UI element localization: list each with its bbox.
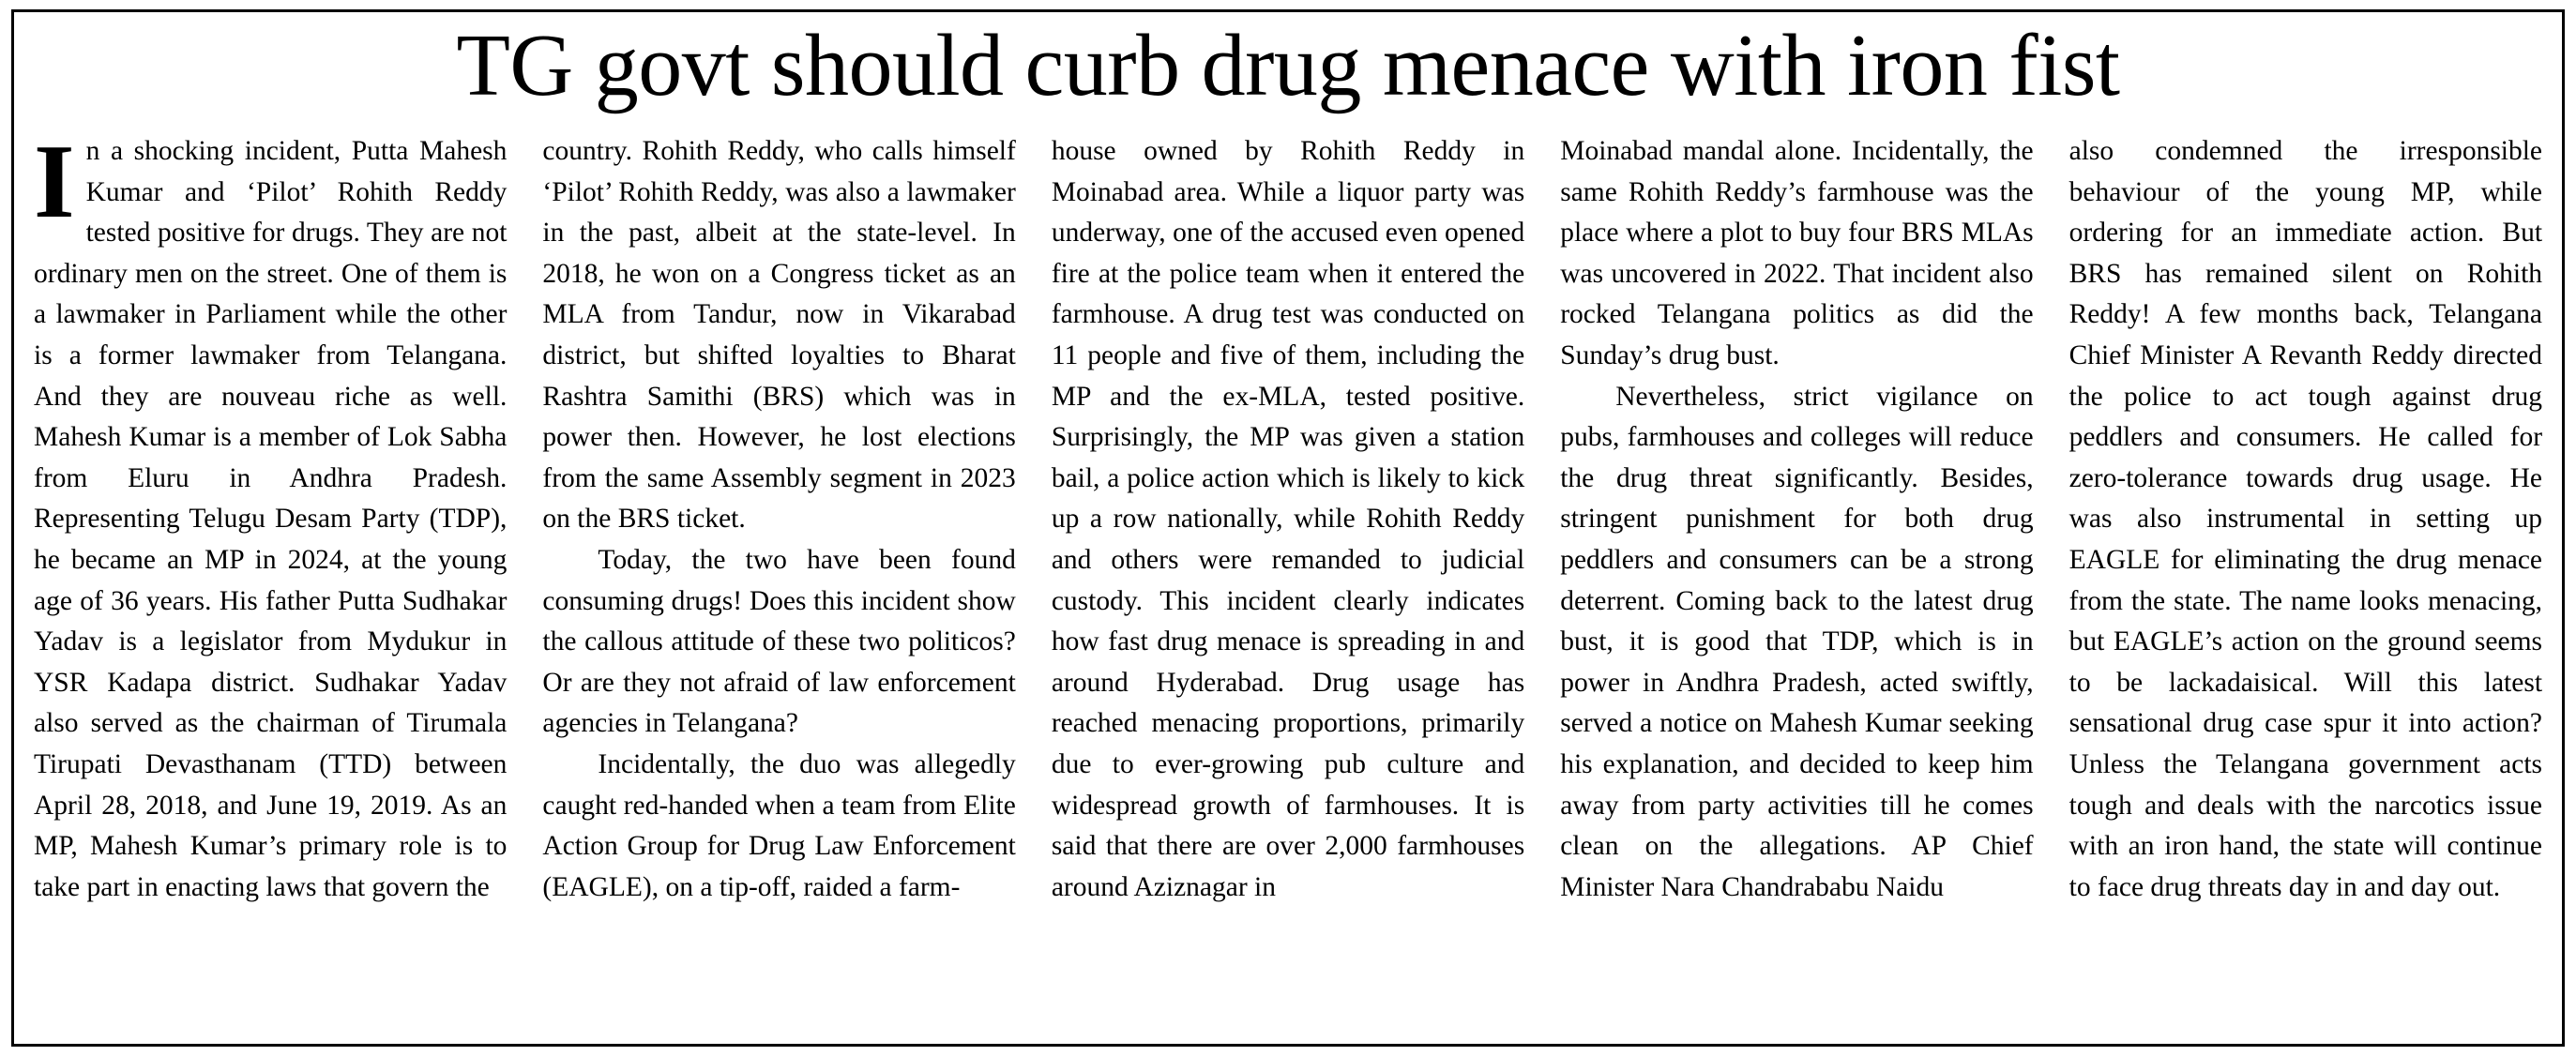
article-column-5: also condemned the irresponsible behavio…	[2069, 131, 2542, 1035]
article-border-frame	[11, 9, 2565, 1047]
drop-cap-letter: I	[34, 124, 75, 240]
paragraph-text: n a shocking incident, Putta Mahesh Kuma…	[34, 136, 508, 902]
article-column-3: house owned by Rohith Reddy in Moinabad …	[1052, 131, 1524, 1035]
paragraph: country. Rohith Reddy, who calls himself…	[542, 136, 1016, 535]
paragraph: Incidentally, the duo was allegedly caug…	[542, 748, 1016, 902]
article-column-2: country. Rohith Reddy, who calls himself…	[542, 131, 1015, 1035]
article-column-4: Moinabad mandal alone. Incidentally, the…	[1560, 131, 2033, 1035]
paragraph: Moinabad mandal alone. Incidentally, the…	[1560, 136, 2034, 370]
paragraph: also condemned the irresponsible behavio…	[2068, 136, 2543, 902]
paragraph: Today, the two have been found consuming…	[542, 544, 1016, 739]
page-title: TG govt should curb drug menace with iro…	[456, 17, 2120, 114]
paragraph: Nevertheless, strict vigilance on pubs, …	[1560, 381, 2034, 902]
paragraph: house owned by Rohith Reddy in Moinabad …	[1051, 136, 1525, 902]
